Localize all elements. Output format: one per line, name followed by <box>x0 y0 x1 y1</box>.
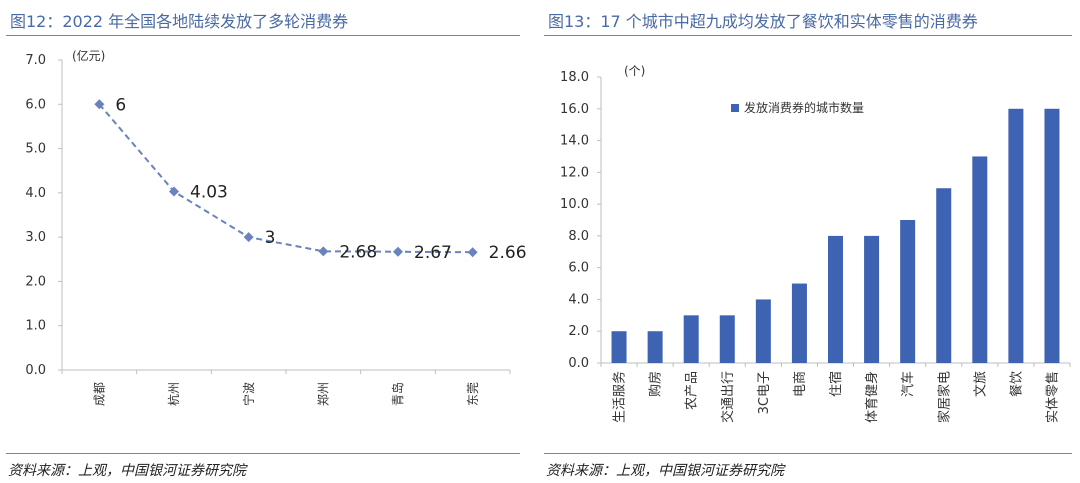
left-category-label: 东莞 <box>466 382 480 406</box>
left-category-label: 宁波 <box>241 382 256 406</box>
right-category-label: 电商 <box>793 371 808 397</box>
right-category-label: 3C电子 <box>757 371 772 414</box>
left-footer-rule <box>6 453 520 454</box>
right-ytick-label: 6.0 <box>568 261 589 276</box>
left-ytick-label: 0.0 <box>25 363 46 378</box>
right-category-label: 餐饮 <box>1008 371 1024 397</box>
right-bar <box>647 331 663 363</box>
left-category-label: 郑州 <box>316 382 331 406</box>
right-bar <box>936 188 952 363</box>
right-category-label: 购房 <box>648 371 664 397</box>
right-category-label: 体育健身 <box>864 371 880 423</box>
left-title-rule <box>6 35 520 36</box>
left-data-point <box>467 247 478 258</box>
left-ytick-label: 1.0 <box>25 319 46 334</box>
right-bar <box>611 331 627 363</box>
left-line-chart: (亿元) 0.0 1.0 2.0 3.0 4.0 5.0 6.0 7.0 成都 杭州 宁波 郑州 青岛… <box>25 48 526 406</box>
left-ytick-label: 5.0 <box>25 142 46 157</box>
right-bar <box>1044 108 1060 364</box>
right-chart-title: 图13：17 个城市中超九成均发放了餐饮和实体零售的消费券 <box>548 12 978 31</box>
right-category-label: 交通出行 <box>720 371 736 423</box>
left-data-point <box>243 232 254 243</box>
left-series-line <box>98 103 473 254</box>
right-bar <box>683 315 699 363</box>
left-chart-title: 图12：2022 年全国各地陆续发放了多轮消费券 <box>10 12 349 31</box>
right-title-rule <box>544 35 1072 36</box>
right-bar <box>1008 108 1024 364</box>
left-category-label: 成都 <box>93 382 107 406</box>
left-ytick-label: 7.0 <box>25 53 46 68</box>
right-category-label: 汽车 <box>900 371 916 397</box>
left-data-label: 2.68 <box>339 242 377 262</box>
right-category-label: 文旅 <box>973 371 988 397</box>
right-bar <box>864 235 880 363</box>
left-data-point <box>169 186 179 197</box>
left-data-point <box>94 99 105 110</box>
right-ytick-label: 0.0 <box>568 356 589 371</box>
left-data-point <box>318 246 329 257</box>
right-category-label: 实体零售 <box>1045 371 1061 423</box>
right-footer-rule <box>544 453 1072 454</box>
left-ytick-label: 6.0 <box>25 97 46 112</box>
right-category-label: 住宿 <box>828 371 844 397</box>
left-source-note: 资料来源：上观，中国银河证券研究院 <box>8 463 246 479</box>
right-bar <box>972 156 988 363</box>
right-category-label: 家居家电 <box>936 371 952 423</box>
right-bar <box>900 220 916 363</box>
left-data-label: 4.03 <box>190 183 228 203</box>
right-category-label: 生活服务 <box>612 371 628 423</box>
right-bar <box>828 235 843 363</box>
right-ytick-label: 8.0 <box>568 229 589 244</box>
left-data-label: 2.66 <box>489 243 527 263</box>
right-ytick-label: 2.0 <box>568 324 589 339</box>
right-ytick-label: 16.0 <box>560 102 589 117</box>
right-ytick-label: 10.0 <box>560 197 589 212</box>
right-bar-chart: (个) 发放消费券的城市数量 0.0 2.0 4.0 6.0 8.0 10.0 12.0 14… <box>560 64 1071 423</box>
left-data-label: 6 <box>115 95 126 115</box>
right-bar <box>719 315 735 363</box>
right-source-note: 资料来源：上观，中国银河证券研究院 <box>546 463 784 479</box>
left-data-label: 2.67 <box>414 243 452 263</box>
legend-label: 发放消费券的城市数量 <box>744 100 864 115</box>
legend-swatch <box>731 104 739 112</box>
right-ytick-label: 4.0 <box>568 292 589 307</box>
left-ytick-label: 3.0 <box>25 230 46 245</box>
left-y-unit: (亿元) <box>72 48 105 63</box>
right-ytick-label: 18.0 <box>560 70 589 85</box>
left-category-label: 杭州 <box>166 382 181 406</box>
left-data-label: 3 <box>265 228 276 248</box>
right-y-unit: (个) <box>624 64 645 78</box>
right-ytick-label: 14.0 <box>560 134 589 149</box>
right-category-label: 农产品 <box>685 371 700 410</box>
left-category-label: 青岛 <box>390 382 405 406</box>
right-bar <box>755 299 771 363</box>
right-ytick-label: 12.0 <box>560 165 589 180</box>
left-ytick-label: 2.0 <box>25 274 46 289</box>
left-ytick-label: 4.0 <box>25 186 46 201</box>
right-bar <box>791 283 807 363</box>
left-data-point <box>393 246 403 257</box>
